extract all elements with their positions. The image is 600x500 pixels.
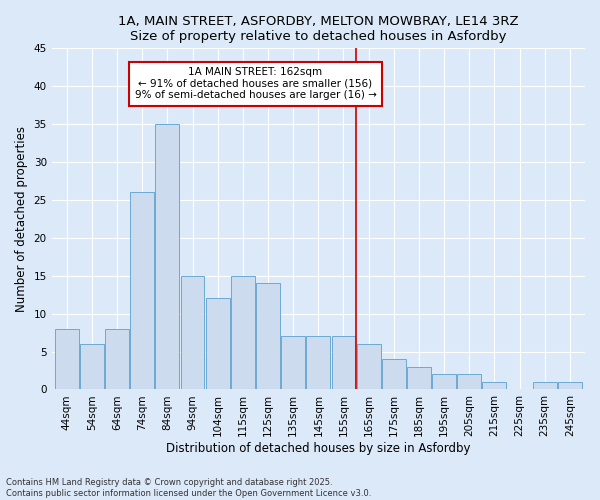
Title: 1A, MAIN STREET, ASFORDBY, MELTON MOWBRAY, LE14 3RZ
Size of property relative to: 1A, MAIN STREET, ASFORDBY, MELTON MOWBRA… (118, 15, 518, 43)
X-axis label: Distribution of detached houses by size in Asfordby: Distribution of detached houses by size … (166, 442, 470, 455)
Bar (130, 192, 154, 390)
Bar (307, 336, 330, 390)
Bar (155, 124, 179, 390)
Bar (356, 344, 380, 390)
Bar (231, 276, 255, 390)
Bar (80, 344, 104, 390)
Bar (457, 374, 481, 390)
Bar (407, 366, 431, 390)
Bar (558, 382, 582, 390)
Bar (105, 329, 129, 390)
Bar (533, 382, 557, 390)
Y-axis label: Number of detached properties: Number of detached properties (15, 126, 28, 312)
Bar (332, 336, 355, 390)
Bar (382, 359, 406, 390)
Text: Contains HM Land Registry data © Crown copyright and database right 2025.
Contai: Contains HM Land Registry data © Crown c… (6, 478, 371, 498)
Bar (482, 382, 506, 390)
Bar (281, 336, 305, 390)
Bar (206, 298, 230, 390)
Bar (432, 374, 456, 390)
Text: 1A MAIN STREET: 162sqm
← 91% of detached houses are smaller (156)
9% of semi-det: 1A MAIN STREET: 162sqm ← 91% of detached… (134, 68, 376, 100)
Bar (181, 276, 205, 390)
Bar (55, 329, 79, 390)
Bar (256, 284, 280, 390)
